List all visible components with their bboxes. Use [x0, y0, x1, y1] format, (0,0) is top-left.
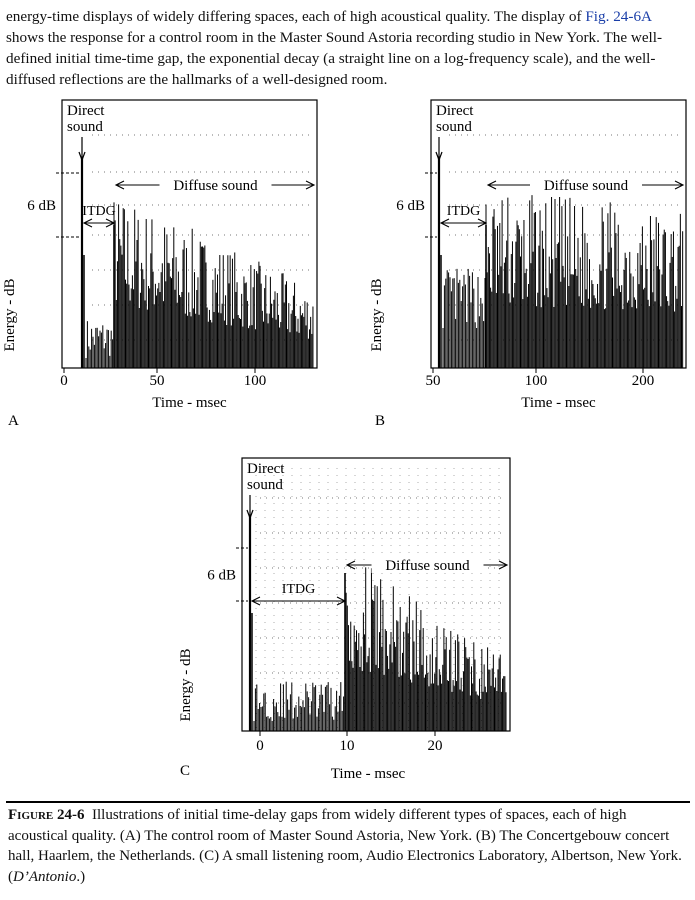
x-tick-label: 0	[60, 373, 68, 389]
y-axis-label: Energy - dB	[369, 278, 385, 351]
x-tick-label: 10	[340, 738, 355, 754]
direct-sound-label: Direct	[247, 461, 285, 477]
direct-sound-label: sound	[67, 119, 103, 135]
itdg-label: ITDG	[82, 204, 115, 219]
diffuse-sound-label: Diffuse sound	[173, 178, 258, 194]
diffuse-label-bg	[159, 175, 272, 193]
x-axis-label: Time - msec	[331, 766, 406, 782]
body-text-post: shows the response for a control room in…	[6, 29, 663, 88]
caption-rule	[6, 801, 690, 803]
caption-figure-number: Figure 24-6	[8, 807, 85, 823]
figure-panel-a: Direct sound Diffuse sound ITDG 6 dB Energy -…	[0, 95, 340, 435]
diffuse-arrowhead	[305, 180, 316, 190]
figure-panel-b: Direct sound Diffuse sound ITDG 6 dB Energy -…	[367, 95, 692, 435]
direct-sound-label: Direct	[67, 103, 105, 119]
diffuse-arrowhead	[498, 560, 509, 570]
caption-text: Illustrations of initial time-delay gaps…	[8, 807, 682, 885]
panel-letter: B	[375, 413, 385, 429]
figure-caption: Figure 24-6 Illustrations of initial tim…	[8, 805, 688, 887]
diffuse-arrowhead	[345, 560, 356, 570]
db-label: 6 dB	[207, 568, 236, 584]
x-tick-label: 100	[244, 373, 267, 389]
panel-letter: C	[180, 763, 190, 779]
diffuse-arrowhead	[486, 180, 497, 190]
x-tick-label: 50	[150, 373, 165, 389]
figure-link[interactable]: Fig. 24-6A	[585, 8, 652, 25]
itdg-arrowhead	[82, 218, 93, 228]
itdg-label: ITDG	[447, 204, 480, 219]
x-tick-label: 50	[426, 373, 441, 389]
itdg-label: ITDG	[282, 582, 315, 597]
y-axis-label: Energy - dB	[178, 648, 194, 721]
diffuse-sound-label: Diffuse sound	[544, 178, 629, 194]
body-paragraph: energy-time displays of widely differing…	[6, 6, 692, 90]
panel-letter: A	[8, 413, 19, 429]
y-axis-label: Energy - dB	[2, 278, 18, 351]
x-tick-label: 20	[428, 738, 443, 754]
direct-sound-label: sound	[247, 477, 283, 493]
direct-arrowhead	[78, 151, 86, 162]
diffuse-arrowhead	[114, 180, 125, 190]
x-axis-label: Time - msec	[152, 395, 227, 411]
db-label: 6 dB	[27, 198, 56, 214]
x-tick-label: 200	[632, 373, 655, 389]
x-tick-label: 0	[256, 738, 264, 754]
body-text-pre: energy-time displays of widely differing…	[6, 8, 586, 25]
diffuse-arrowhead	[674, 180, 685, 190]
figure-panel-c: Direct sound Diffuse sound ITDG 6 dB Energy -…	[170, 450, 530, 790]
db-label: 6 dB	[396, 198, 425, 214]
caption-credit: D’Antonio	[13, 868, 77, 885]
itdg-arrowhead	[250, 596, 261, 606]
itdg-arrowhead	[439, 218, 450, 228]
diffuse-label-bg	[530, 175, 642, 193]
diffuse-sound-label: Diffuse sound	[385, 558, 470, 574]
x-tick-label: 100	[525, 373, 548, 389]
x-axis-label: Time - msec	[521, 395, 596, 411]
direct-arrowhead	[435, 151, 443, 162]
direct-sound-label: sound	[436, 119, 472, 135]
direct-arrowhead	[246, 509, 254, 520]
diffuse-label-bg	[371, 555, 484, 573]
caption-end: .)	[76, 868, 86, 885]
direct-sound-label: Direct	[436, 103, 474, 119]
